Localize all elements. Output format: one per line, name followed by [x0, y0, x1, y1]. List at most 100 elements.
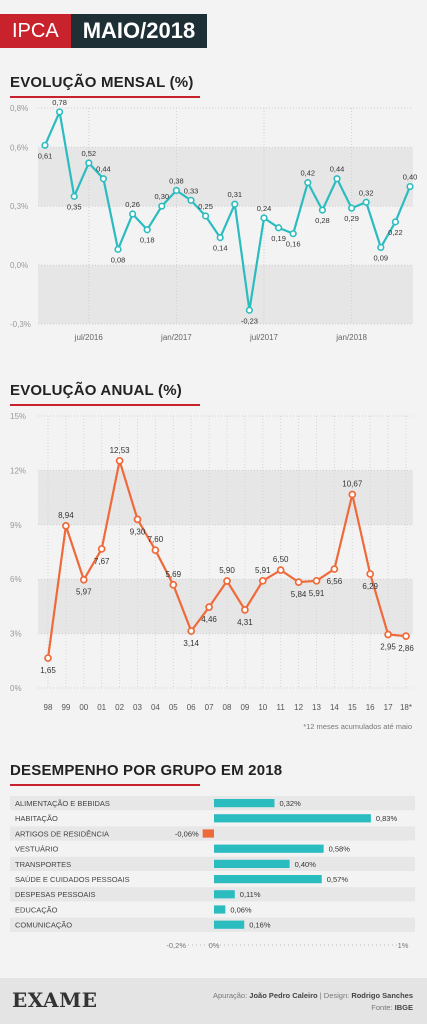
group-label: ALIMENTAÇÃO E BEBIDAS	[15, 799, 110, 808]
group-bar	[214, 920, 245, 929]
x-tick-label: 13	[312, 703, 321, 712]
x-tick-label: 98	[44, 703, 53, 712]
y-tick-label: 9%	[10, 521, 22, 530]
data-point	[205, 603, 213, 611]
y-tick-label: 0,3%	[10, 202, 28, 211]
x-tick-label: 99	[61, 703, 70, 712]
data-point	[79, 575, 88, 584]
data-point	[245, 306, 253, 314]
data-point	[114, 245, 122, 253]
data-label: 12,53	[110, 446, 131, 455]
group-label: DESPESAS PESSOAIS	[15, 890, 95, 899]
x-tick-label: 06	[187, 703, 196, 712]
data-point	[406, 182, 414, 191]
x-tick-label: 00	[79, 703, 88, 712]
y-tick-label: 0,8%	[10, 104, 28, 113]
x-tick-label: 15	[348, 703, 357, 712]
group-row	[10, 917, 415, 932]
data-label: 7,60	[148, 535, 164, 544]
group-value-label: 0,57%	[327, 875, 349, 884]
data-point	[377, 243, 385, 252]
x-tick-label: 18*	[400, 703, 412, 712]
source-name: IBGE	[394, 1003, 413, 1012]
data-label: 0,24	[257, 204, 272, 213]
y-tick-label: 0,6%	[10, 143, 28, 152]
x-tick-label: 07	[205, 703, 214, 712]
group-value-label: 0,58%	[329, 845, 351, 854]
data-label: 0,25	[198, 202, 213, 211]
monthly-rule	[10, 96, 200, 98]
group-value-label: 0,32%	[279, 799, 301, 808]
data-point	[260, 214, 268, 222]
data-label: 0,52	[81, 149, 96, 158]
group-row	[10, 841, 415, 856]
data-label: 7,67	[94, 557, 110, 566]
data-point	[294, 578, 303, 586]
data-point	[348, 204, 356, 212]
data-point	[187, 627, 196, 635]
data-label: 0,19	[271, 234, 286, 243]
data-point	[85, 159, 93, 167]
data-label: 5,91	[309, 589, 325, 598]
groups-title: DESEMPENHO POR GRUPO EM 2018	[10, 762, 283, 779]
x-tick-label: 02	[115, 703, 124, 712]
data-label: 0,22	[388, 228, 403, 237]
data-point	[44, 654, 52, 662]
data-point	[330, 565, 339, 573]
data-label: 0,31	[227, 190, 242, 199]
group-bar	[214, 799, 275, 808]
annual-rule	[10, 404, 200, 406]
data-point	[289, 230, 297, 238]
data-label: 5,69	[166, 570, 182, 579]
group-row	[10, 902, 415, 917]
data-point	[402, 632, 410, 640]
data-point	[187, 196, 195, 204]
credit-separator: |	[319, 991, 322, 1000]
data-label: 0,44	[96, 165, 111, 174]
data-point	[362, 198, 370, 206]
header: IPCA MAIO/2018	[0, 14, 208, 48]
credit-label-2: Design:	[323, 991, 350, 1000]
data-label: 3,14	[183, 639, 199, 648]
group-label: SAÚDE E CUIDADOS PESSOAIS	[15, 875, 130, 884]
x-tick-label: 14	[330, 703, 339, 712]
annual-footnote: *12 meses acumulados até maio	[303, 722, 412, 731]
data-point	[216, 234, 224, 242]
data-point	[97, 545, 106, 553]
groups-chart: ALIMENTAÇÃO E BEBIDAS 0,32% HABITAÇÃO 0,83%…	[10, 796, 415, 950]
exame-logo: EXAME	[12, 988, 98, 1012]
data-label: 10,67	[342, 480, 363, 489]
data-point	[143, 226, 151, 234]
y-tick-label: 0%	[10, 684, 22, 693]
data-point	[129, 210, 137, 218]
data-label: 0,78	[52, 100, 67, 107]
credit-name-1: João Pedro Caleiro	[249, 991, 318, 1000]
data-point	[348, 490, 357, 499]
data-point	[231, 200, 239, 208]
x-tick-label: jul/2017	[249, 333, 279, 342]
group-row	[10, 796, 415, 811]
footer-bar	[0, 978, 427, 1024]
group-label: ARTIGOS DE RESIDÊNCIA	[15, 829, 109, 838]
data-point	[70, 192, 78, 200]
x-tick-label: 0%	[209, 941, 220, 950]
data-label: 6,29	[362, 582, 378, 591]
y-tick-label: -0,3%	[10, 320, 31, 329]
x-tick-label: jan/2017	[160, 333, 192, 342]
data-label: 0,42	[300, 169, 315, 178]
data-point	[223, 577, 231, 585]
group-value-label: 0,11%	[240, 890, 261, 899]
data-label: 5,84	[291, 590, 307, 599]
annual-chart: 15% 12% 9% 6% 3% 0% 98 99 00 01 02 03 04 05 06 07 08 09 10…	[10, 412, 414, 712]
x-tick-label: 11	[277, 703, 286, 712]
annual-title: EVOLUÇÃO ANUAL (%)	[10, 382, 182, 399]
x-tick-label: 16	[366, 703, 375, 712]
data-label: 5,90	[219, 566, 235, 575]
x-tick-label: -0,2%	[166, 941, 186, 950]
group-label: VESTUÁRIO	[15, 845, 59, 854]
period-title: MAIO/2018	[70, 14, 208, 48]
data-label: 4,31	[237, 618, 253, 627]
group-value-label: 0,40%	[295, 860, 317, 869]
data-point	[62, 522, 70, 530]
data-point	[172, 186, 180, 195]
